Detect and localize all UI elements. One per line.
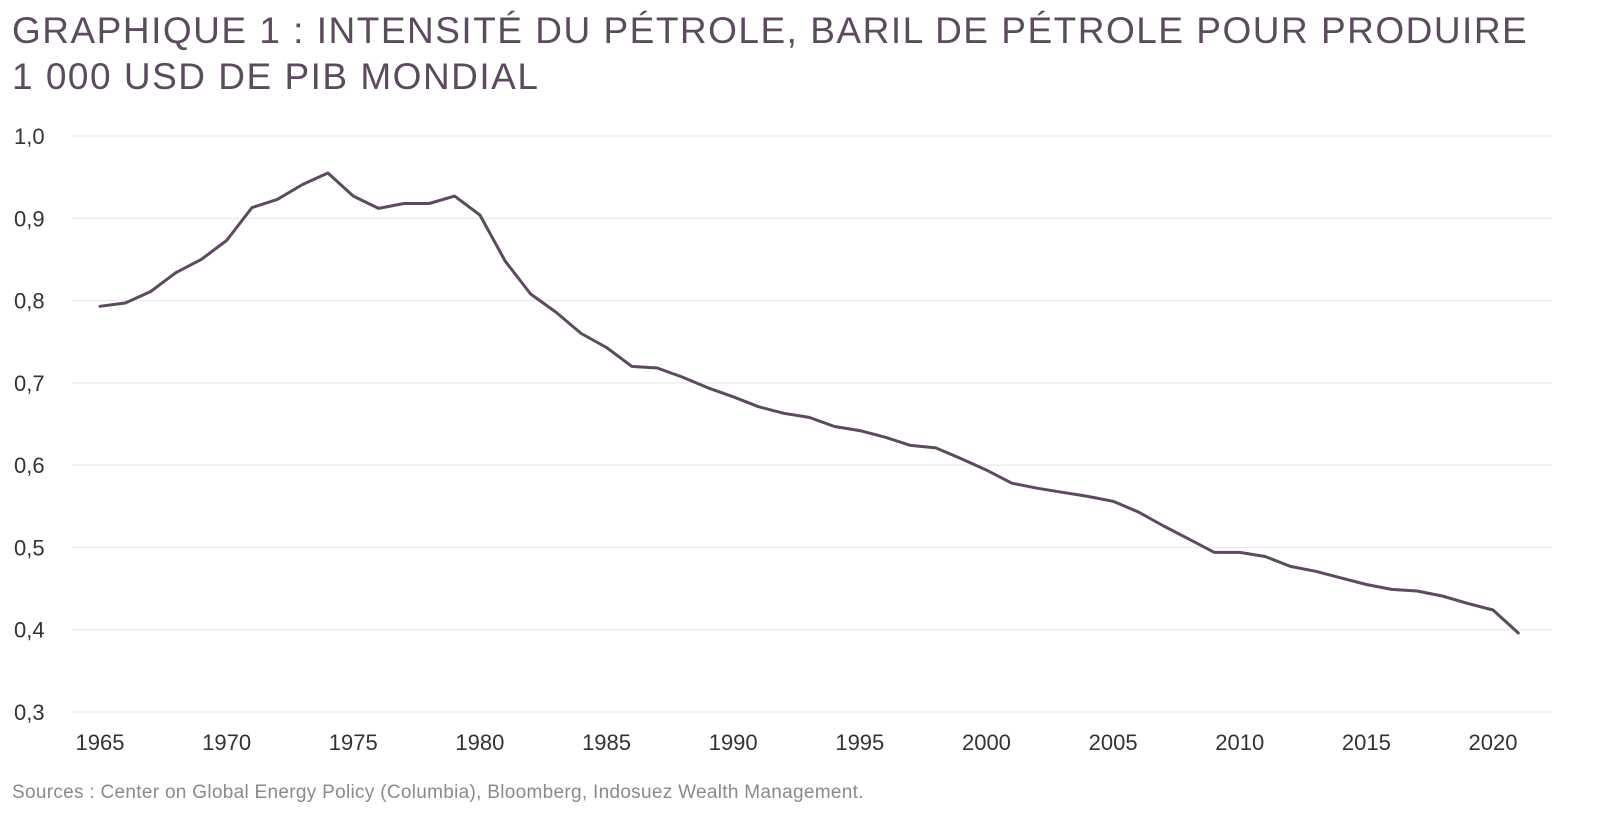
x-tick-label: 1985 — [582, 730, 631, 755]
gridlines — [72, 135, 1552, 713]
source-note: Sources : Center on Global Energy Policy… — [12, 782, 864, 803]
y-tick-label: 0,9 — [14, 206, 45, 231]
x-tick-label: 1975 — [329, 730, 378, 755]
y-tick-label: 0,5 — [14, 535, 45, 560]
x-tick-label: 2010 — [1215, 730, 1264, 755]
x-tick-label: 1990 — [709, 730, 758, 755]
x-tick-label: 1970 — [202, 730, 251, 755]
x-tick-label: 1965 — [76, 730, 125, 755]
y-tick-label: 0,7 — [14, 371, 45, 396]
x-axis: 1965 1970 1975 1980 1985 1990 1995 2000 2005 2010… — [76, 730, 1518, 755]
x-tick-label: 2020 — [1469, 730, 1518, 755]
x-tick-label: 1995 — [835, 730, 884, 755]
chart-title-line-1: GRAPHIQUE 1 : INTENSITÉ DU PÉTROLE, BARI… — [12, 10, 1529, 51]
chart-title-line-2: 1 000 USD DE PIB MONDIAL — [12, 56, 540, 97]
x-tick-label: 2015 — [1342, 730, 1391, 755]
series — [98, 171, 1520, 635]
y-tick-label: 0,8 — [14, 289, 45, 314]
y-axis: 1,0 0,9 0,8 0,7 0,6 0,5 0,4 0,3 — [14, 124, 45, 725]
y-tick-label: 0,4 — [14, 618, 45, 643]
x-tick-label: 1980 — [455, 730, 504, 755]
y-tick-label: 1,0 — [14, 124, 45, 149]
y-tick-label: 0,3 — [14, 700, 45, 725]
x-tick-label: 2000 — [962, 730, 1011, 755]
series-line-0 — [98, 171, 1520, 635]
chart-title: GRAPHIQUE 1 : INTENSITÉ DU PÉTROLE, BARI… — [12, 8, 1572, 100]
y-tick-label: 0,6 — [14, 453, 45, 478]
x-tick-label: 2005 — [1089, 730, 1138, 755]
